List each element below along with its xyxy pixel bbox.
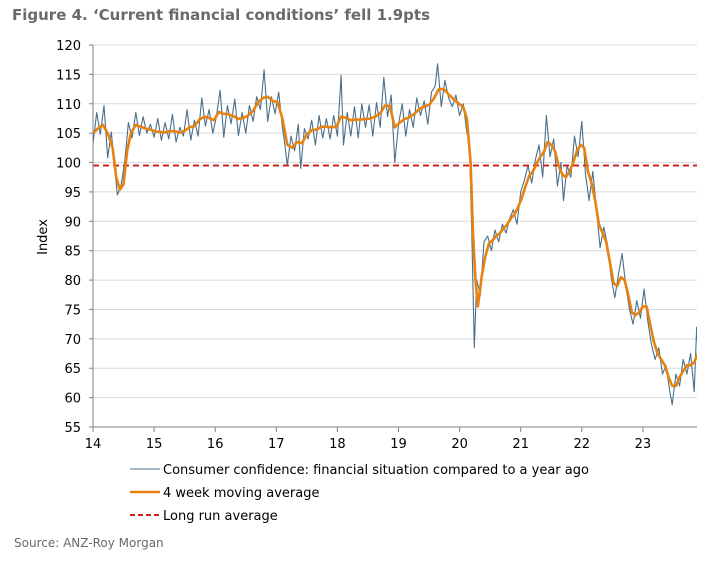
y-tick-label: 90 [64, 215, 81, 230]
y-tick-label: 100 [56, 157, 81, 172]
figure-title: Figure 4. ‘Current financial conditions’… [12, 6, 431, 24]
series-layer [93, 63, 697, 406]
legend-label-long-run-average: Long run average [163, 509, 278, 524]
x-tick-label: 17 [268, 437, 285, 452]
series-moving-average-line [93, 87, 697, 388]
x-tick-label: 20 [451, 437, 468, 452]
y-tick-label: 80 [64, 274, 81, 289]
y-tick-label: 85 [64, 245, 81, 260]
source-note: Source: ANZ-Roy Morgan [14, 536, 164, 550]
legend-label-weekly: Consumer confidence: financial situation… [163, 463, 589, 478]
x-tick-label: 16 [207, 437, 224, 452]
y-tick-label: 70 [64, 333, 81, 348]
y-tick-label: 105 [56, 127, 81, 142]
axes: 55 60 65 70 75 80 85 90 95 100 105 110 115 120 14 15 16 1… [56, 39, 697, 452]
x-tick-label: 21 [512, 437, 529, 452]
x-tick-label: 15 [146, 437, 163, 452]
x-tick-label: 19 [390, 437, 407, 452]
x-tick-label: 22 [574, 437, 591, 452]
y-tick-label: 115 [56, 68, 81, 83]
legend-label-moving-average: 4 week moving average [163, 486, 319, 501]
x-tick-label: 14 [85, 437, 102, 452]
y-tick-label: 65 [64, 362, 81, 377]
legend: Consumer confidence: financial situation… [130, 463, 589, 524]
y-tick-label: 60 [64, 392, 81, 407]
series-weekly-line [93, 63, 697, 406]
y-axis-label: Index [36, 219, 51, 255]
x-tick-label: 23 [635, 437, 652, 452]
x-tick-label: 18 [329, 437, 346, 452]
y-tick-label: 75 [64, 303, 81, 318]
gridlines [93, 44, 697, 399]
y-tick-label: 95 [64, 186, 81, 201]
y-tick-label: 120 [56, 39, 81, 54]
y-tick-label: 110 [56, 98, 81, 113]
y-tick-label: 55 [64, 421, 81, 436]
